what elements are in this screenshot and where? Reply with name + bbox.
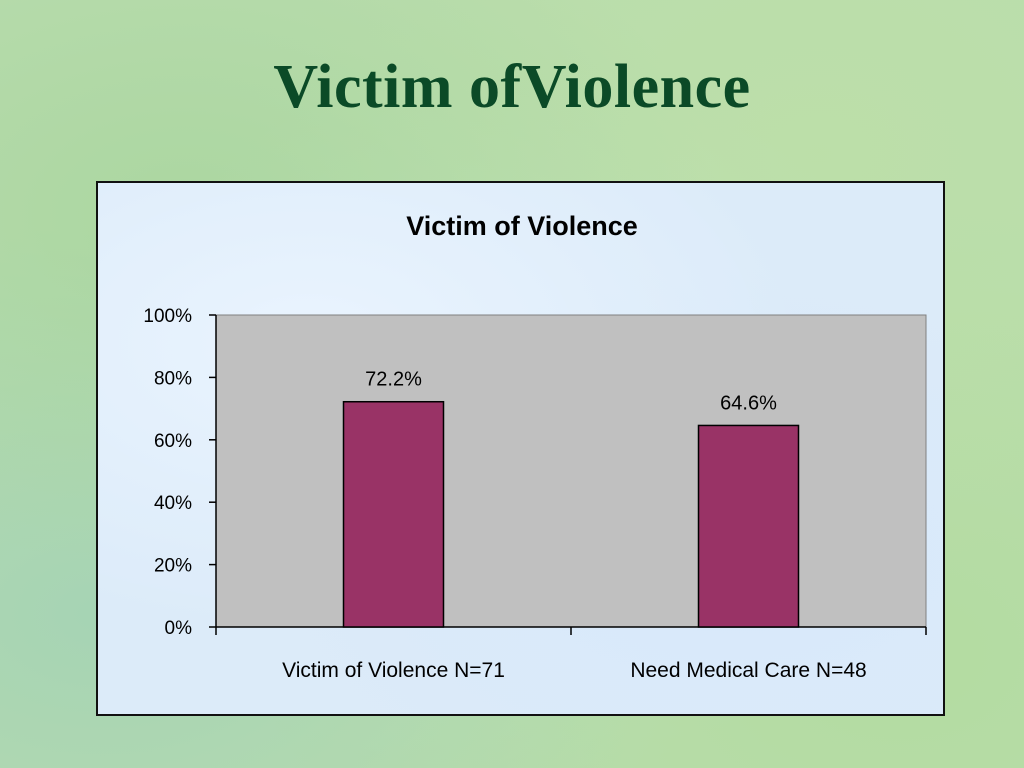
x-category-label: Victim of Violence N=71 (282, 659, 505, 682)
chart-frame: Victim of Violence 0% 20% 40% 60% 80% 100% Vi… (96, 181, 945, 716)
plot-area (215, 314, 927, 628)
y-tick-label: 80% (154, 368, 192, 389)
y-tick-label: 0% (165, 618, 193, 639)
y-tick-label: 20% (154, 556, 192, 577)
x-category-label: Need Medical Care N=48 (630, 659, 866, 682)
bars (342, 400, 800, 628)
y-tick-label: 60% (154, 431, 192, 452)
bar (697, 424, 800, 628)
slide-title: Victim ofViolence (273, 53, 751, 121)
y-tick-label: 40% (154, 493, 192, 514)
y-tick-label: 100% (143, 306, 192, 327)
chart-title: Victim of Violence (406, 211, 638, 241)
bar (342, 400, 445, 628)
x-axis: Victim of Violence N=71 Need Medical Care… (215, 626, 927, 682)
y-axis: 0% 20% 40% 60% 80% 100% (143, 306, 217, 639)
data-labels: 72.2% 64.6% (365, 369, 777, 415)
bar-chart: Victim of Violence 0% 20% 40% 60% 80% 100% Vi… (143, 211, 927, 682)
bar-value-label: 64.6% (720, 392, 777, 414)
bar-value-label: 72.2% (365, 369, 422, 391)
